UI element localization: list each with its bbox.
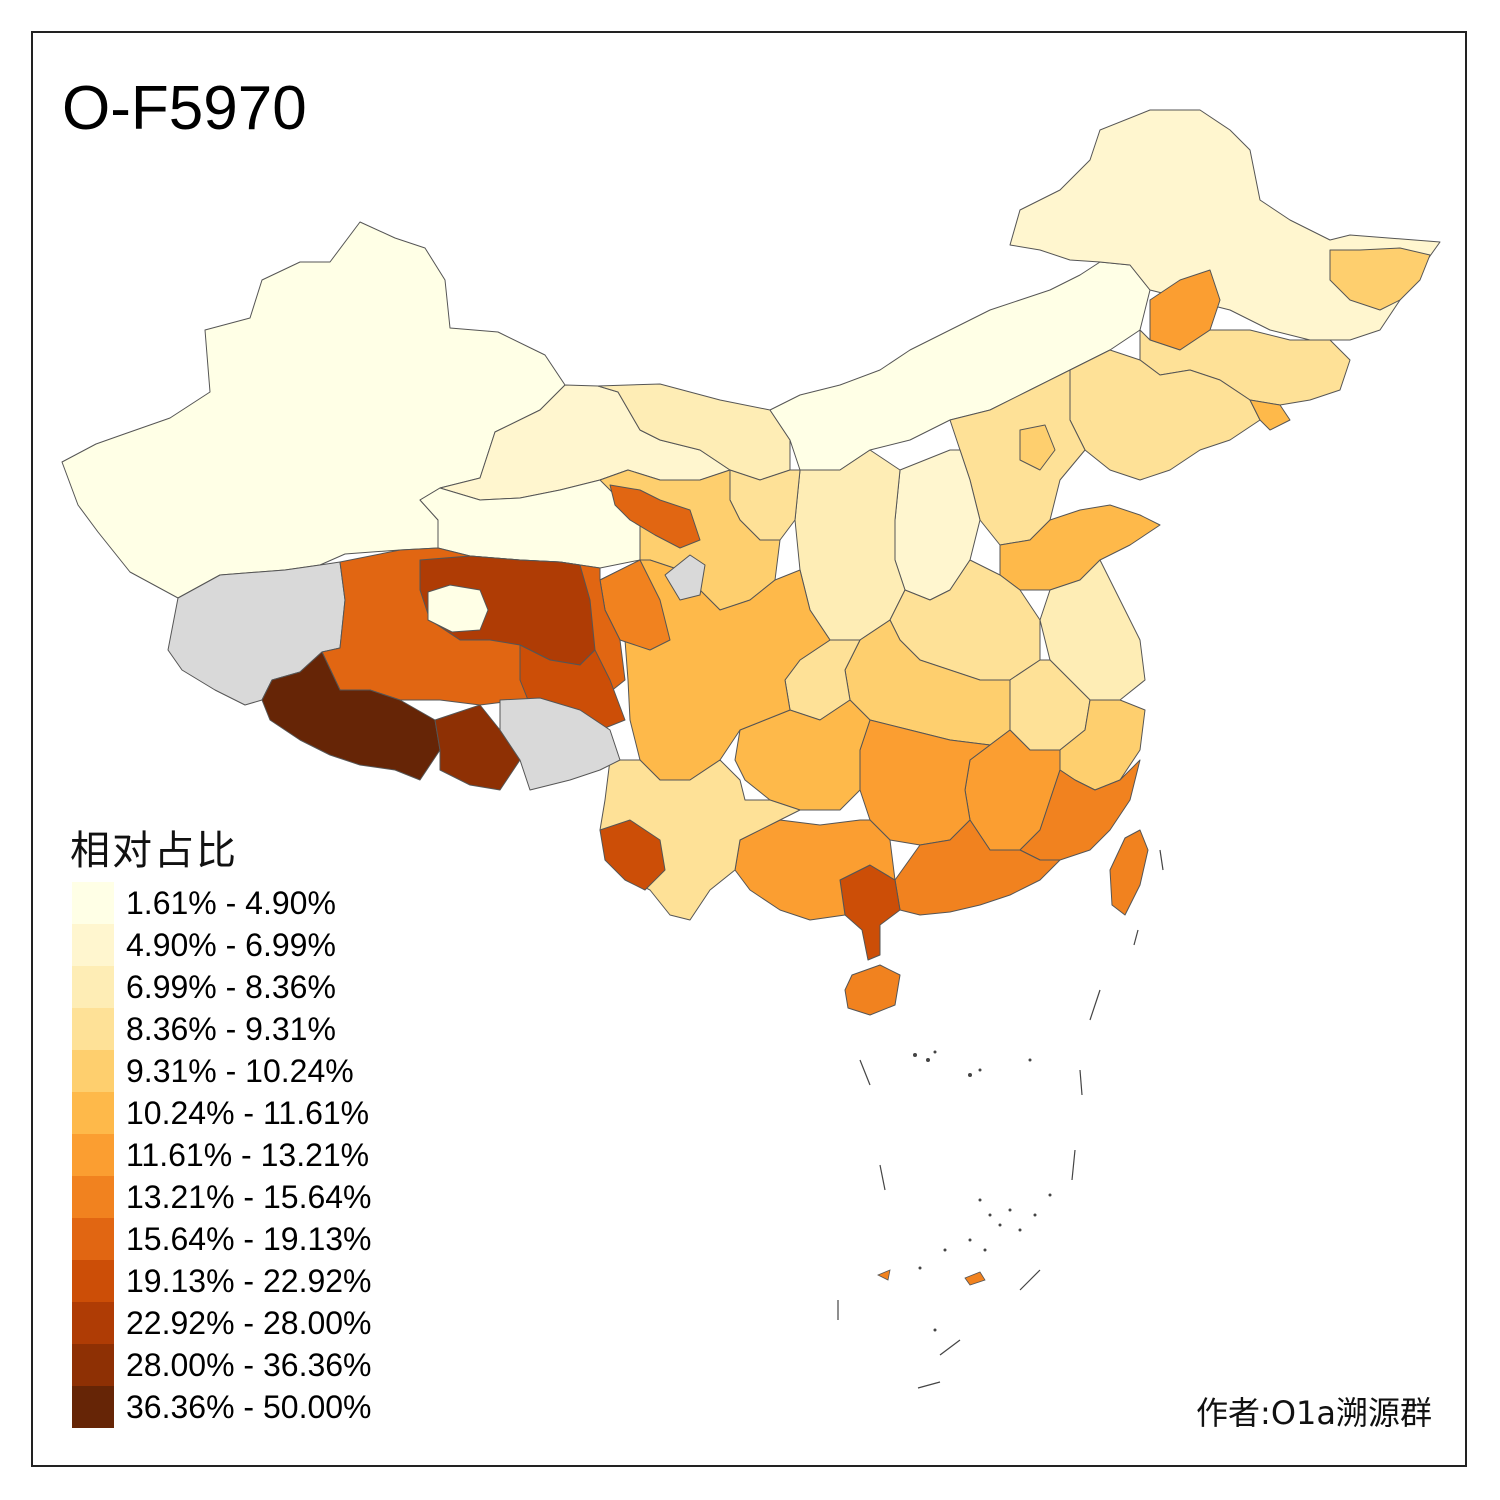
legend-item: 11.61% - 13.21% — [72, 1134, 372, 1176]
legend-item: 22.92% - 28.00% — [72, 1302, 372, 1344]
legend-swatch — [72, 1050, 114, 1092]
region-taiwan — [1109, 829, 1149, 916]
legend-swatch — [72, 924, 114, 966]
legend-item: 10.24% - 11.61% — [72, 1092, 372, 1134]
legend-swatch — [72, 966, 114, 1008]
legend-label: 9.31% - 10.24% — [126, 1052, 354, 1089]
map-frame — [31, 31, 1467, 1467]
legend-swatch — [72, 1302, 114, 1344]
legend-item: 15.64% - 19.13% — [72, 1218, 372, 1260]
legend-label: 6.99% - 8.36% — [126, 968, 336, 1005]
region-beijing — [1019, 424, 1056, 471]
legend-label: 19.13% - 22.92% — [126, 1262, 372, 1299]
legend-item: 13.21% - 15.64% — [72, 1176, 372, 1218]
legend-item: 28.00% - 36.36% — [72, 1344, 372, 1386]
legend-swatch — [72, 1008, 114, 1050]
region-island-orange-2 — [877, 1269, 891, 1281]
legend-label: 10.24% - 11.61% — [126, 1094, 370, 1131]
legend-swatch — [72, 1092, 114, 1134]
region-tibet-southeast — [434, 704, 521, 791]
region-guangdong-west — [839, 864, 901, 961]
legend-label: 13.21% - 15.64% — [126, 1178, 372, 1215]
legend-item: 6.99% - 8.36% — [72, 966, 372, 1008]
legend: 1.61% - 4.90% 4.90% - 6.99% 6.99% - 8.36% 8… — [72, 882, 372, 1428]
region-liaoning-east — [1249, 399, 1291, 431]
region-nodata-north — [664, 554, 706, 601]
legend-swatch — [72, 1386, 114, 1428]
region-fujian — [1019, 759, 1141, 861]
legend-label: 4.90% - 6.99% — [126, 926, 336, 963]
region-gansu-south — [609, 484, 701, 549]
region-guangxi — [734, 819, 896, 921]
region-tibet-lake — [427, 584, 489, 633]
legend-item: 8.36% - 9.31% — [72, 1008, 372, 1050]
legend-swatch — [72, 1260, 114, 1302]
legend-swatch — [72, 1344, 114, 1386]
south-china-sea-islands — [913, 1050, 1052, 1332]
legend-item: 36.36% - 50.00% — [72, 1386, 372, 1428]
legend-item: 9.31% - 10.24% — [72, 1050, 372, 1092]
region-shandong — [999, 504, 1161, 591]
legend-item: 4.90% - 6.99% — [72, 924, 372, 966]
legend-label: 15.64% - 19.13% — [126, 1220, 372, 1257]
region-yunnan-west — [599, 819, 666, 891]
legend-label: 1.61% - 4.90% — [126, 884, 336, 921]
region-guangdong — [894, 819, 1061, 916]
legend-label: 22.92% - 28.00% — [126, 1304, 372, 1341]
region-guizhou — [734, 699, 871, 811]
author-credit: 作者:O1a溯源群 — [1196, 1394, 1432, 1432]
map-title: O-F5970 — [62, 74, 307, 143]
region-liaoning — [1069, 349, 1261, 481]
region-nodata-east — [499, 697, 621, 791]
legend-swatch — [72, 1134, 114, 1176]
legend-swatch — [72, 882, 114, 924]
legend-item: 1.61% - 4.90% — [72, 882, 372, 924]
legend-item: 19.13% - 22.92% — [72, 1260, 372, 1302]
region-heilongjiang-east — [1329, 247, 1431, 311]
legend-title: 相对占比 — [70, 828, 238, 874]
legend-swatch — [72, 1218, 114, 1260]
legend-swatch — [72, 1176, 114, 1218]
legend-label: 11.61% - 13.21% — [126, 1136, 370, 1173]
region-hainan — [844, 964, 901, 1016]
legend-label: 28.00% - 36.36% — [126, 1346, 372, 1383]
region-island-orange-1 — [964, 1271, 986, 1286]
legend-label: 36.36% - 50.00% — [126, 1388, 372, 1425]
legend-label: 8.36% - 9.31% — [126, 1010, 336, 1047]
south-china-sea-lines — [837, 849, 1164, 1389]
